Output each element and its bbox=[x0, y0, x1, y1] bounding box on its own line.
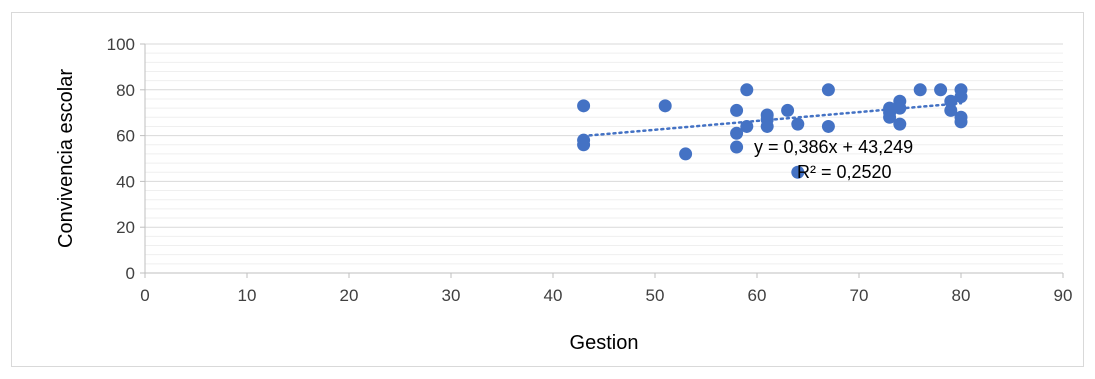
data-point bbox=[944, 94, 958, 108]
data-point bbox=[893, 117, 907, 131]
x-tick-label: 90 bbox=[1054, 286, 1073, 305]
data-point bbox=[740, 119, 754, 133]
x-tick-label: 50 bbox=[646, 286, 665, 305]
trendline-equation: y = 0,386x + 43,249 bbox=[754, 137, 913, 157]
data-point bbox=[740, 83, 754, 97]
data-points bbox=[577, 83, 968, 179]
data-point bbox=[658, 99, 672, 113]
y-tick-label: 60 bbox=[116, 127, 135, 146]
trendline bbox=[582, 101, 963, 138]
trendline-r-squared: R² = 0,2520 bbox=[797, 162, 892, 182]
x-axis-title: Gestion bbox=[570, 332, 639, 354]
y-tick-label: 40 bbox=[116, 172, 135, 191]
data-point bbox=[791, 165, 805, 179]
x-tick-label: 20 bbox=[340, 286, 359, 305]
data-point bbox=[791, 117, 805, 131]
data-point bbox=[730, 126, 744, 140]
trendline-layer bbox=[582, 101, 963, 138]
x-tick-label: 70 bbox=[850, 286, 869, 305]
data-point bbox=[821, 83, 835, 97]
y-tick-label: 20 bbox=[116, 218, 135, 237]
data-point bbox=[821, 119, 835, 133]
x-tick-label: 30 bbox=[442, 286, 461, 305]
y-tick-label: 0 bbox=[126, 264, 135, 283]
data-point bbox=[883, 110, 897, 124]
data-point bbox=[577, 99, 591, 113]
x-tick-label: 80 bbox=[952, 286, 971, 305]
data-point bbox=[679, 147, 693, 161]
data-point bbox=[913, 83, 927, 97]
x-tick-label: 60 bbox=[748, 286, 767, 305]
data-point bbox=[730, 140, 744, 154]
data-point bbox=[934, 83, 948, 97]
x-tick-label: 0 bbox=[140, 286, 149, 305]
y-tick-label: 80 bbox=[116, 81, 135, 100]
data-point bbox=[954, 90, 968, 104]
data-point bbox=[577, 138, 591, 152]
y-tick-label: 100 bbox=[107, 35, 135, 54]
axes: 0 20 40 60 80 100 0 10 20 30 40 50 60 70 80 90 bbox=[107, 35, 1073, 305]
data-point bbox=[944, 103, 958, 117]
data-point bbox=[730, 103, 744, 117]
y-axis-title: Convivencia escolar bbox=[55, 69, 77, 248]
data-point bbox=[760, 119, 774, 133]
data-point bbox=[954, 115, 968, 129]
data-point bbox=[893, 101, 907, 115]
data-point bbox=[781, 103, 795, 117]
x-tick-label: 10 bbox=[238, 286, 257, 305]
gridlines bbox=[145, 43, 1063, 265]
x-tick-label: 40 bbox=[544, 286, 563, 305]
